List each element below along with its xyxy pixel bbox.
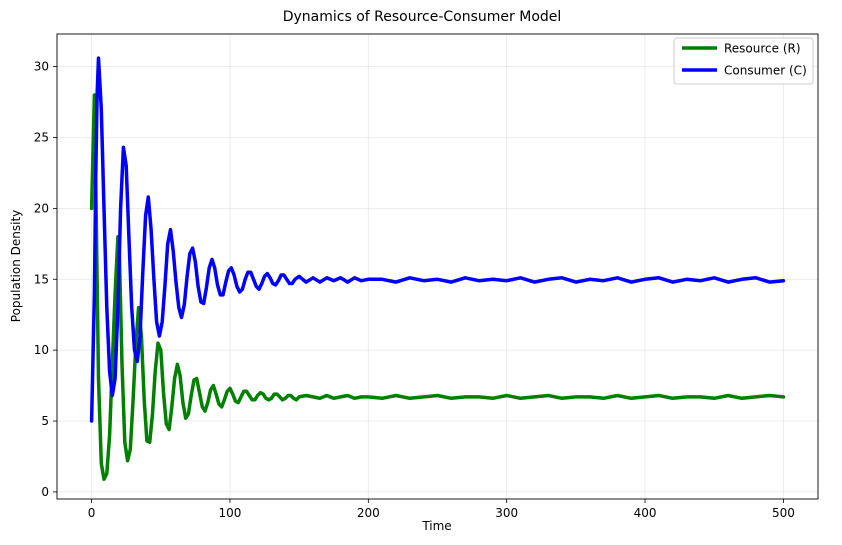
y-tick-label: 20: [34, 201, 49, 215]
x-axis-ticks: 0 100 200 300 400 500: [88, 499, 795, 520]
x-tick-label: 300: [495, 506, 518, 520]
chart-title: Dynamics of Resource-Consumer Model: [283, 9, 562, 25]
y-tick-label: 5: [41, 414, 49, 428]
y-tick-label: 0: [41, 485, 49, 499]
y-axis-ticks: 0 5 10 15 20 25 30: [34, 60, 57, 499]
x-tick-label: 200: [357, 506, 380, 520]
series-lines: [89, 56, 786, 481]
legend-label-consumer: Consumer (C): [724, 64, 807, 78]
x-tick-label: 500: [772, 506, 795, 520]
y-tick-label: 15: [34, 272, 49, 286]
y-tick-label: 30: [34, 60, 49, 74]
legend: Resource (R) Consumer (C): [673, 37, 814, 85]
y-tick-label: 25: [34, 130, 49, 144]
legend-label-resource: Resource (R): [724, 42, 801, 56]
x-tick-label: 0: [88, 506, 96, 520]
x-axis-label: Time: [421, 519, 451, 533]
plot-frame: [56, 33, 819, 500]
y-axis-label: Population Density: [9, 210, 23, 322]
consumer-series-line: [89, 56, 786, 423]
x-tick-label: 400: [634, 506, 657, 520]
x-tick-label: 100: [219, 506, 242, 520]
resource-series-line: [89, 93, 786, 481]
y-tick-label: 10: [34, 343, 49, 357]
